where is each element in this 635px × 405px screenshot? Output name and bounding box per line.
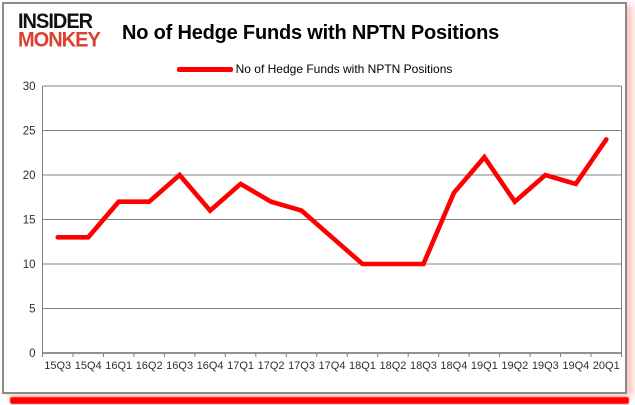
chart-legend: No of Hedge Funds with NPTN Positions (4, 61, 625, 77)
legend-label: No of Hedge Funds with NPTN Positions (235, 62, 453, 76)
x-axis-label: 19Q1 (471, 360, 498, 372)
x-axis-label: 17Q4 (319, 360, 346, 372)
y-axis-label: 15 (23, 215, 36, 227)
y-axis-label: 30 (23, 81, 36, 93)
x-axis-label: 17Q3 (288, 360, 315, 372)
x-axis-label: 18Q4 (440, 360, 467, 372)
x-axis-label: 17Q2 (258, 360, 285, 372)
x-axis-label: 16Q4 (197, 360, 224, 372)
chart-data-line (55, 137, 609, 267)
insider-monkey-logo: INSIDER MONKEY (18, 9, 101, 52)
x-axis-label: 17Q1 (227, 360, 254, 372)
x-axis-label: 18Q1 (349, 360, 376, 372)
x-axis-label: 18Q2 (379, 360, 406, 372)
y-axis-label: 10 (23, 259, 36, 271)
y-axis-label: 20 (23, 170, 36, 182)
y-axis-label: 5 (29, 304, 35, 316)
chart-card: INSIDER MONKEY No of Hedge Funds with NP… (2, 2, 627, 394)
x-axis-label: 19Q4 (562, 360, 589, 372)
legend-line-swatch-icon (176, 66, 233, 72)
red-bottom-bar (10, 397, 629, 404)
x-axis-label: 19Q2 (501, 360, 528, 372)
x-axis-label: 16Q1 (105, 360, 132, 372)
page-title: No of Hedge Funds with NPTN Positions (122, 22, 500, 44)
y-axis-label: 0 (29, 348, 35, 360)
x-axis-label: 15Q3 (44, 360, 71, 372)
x-axis-label: 16Q3 (166, 360, 193, 372)
x-axis-label: 15Q4 (75, 360, 102, 372)
x-axis-label: 20Q1 (593, 360, 620, 372)
logo-insider-text: INSIDER (18, 9, 93, 34)
x-axis-label: 19Q3 (532, 360, 559, 372)
y-axis-label: 25 (23, 126, 36, 138)
x-axis-label: 16Q2 (136, 360, 163, 372)
logo-monkey-text: MONKEY (18, 28, 101, 52)
x-axis-label: 18Q3 (410, 360, 437, 372)
